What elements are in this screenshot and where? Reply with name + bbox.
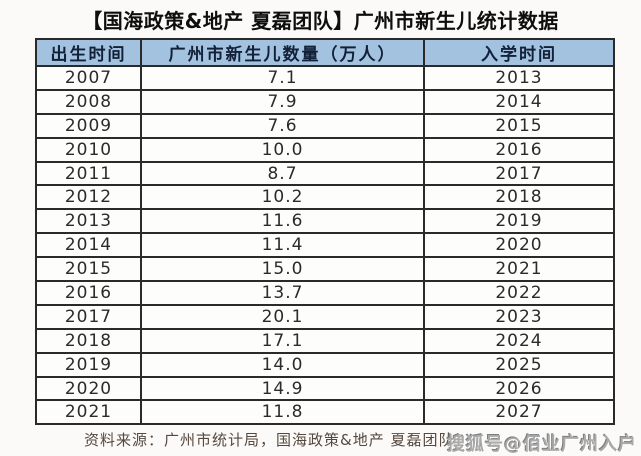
- data-source-note: 资料来源：广州市统计局，国海政策&地产 夏磊团队: [84, 431, 455, 449]
- newborn-count-cell: 14.0: [140, 351, 425, 378]
- newborn-count-cell: 7.6: [140, 112, 425, 139]
- enroll-year-cell: 2024: [423, 327, 615, 354]
- newborn-count-cell: 17.1: [140, 327, 425, 354]
- table-row: 2016 13.7 2022: [35, 280, 615, 306]
- table-row: 2011 8.7 2017: [35, 160, 615, 187]
- table-row: 2009 7.6 2015: [35, 112, 615, 139]
- enroll-year-cell: 2017: [423, 160, 615, 187]
- birth-year-cell: 2019: [35, 351, 142, 378]
- enroll-year-cell: 2016: [423, 136, 615, 163]
- table-row: 2008 7.9 2014: [35, 88, 615, 115]
- enroll-year-cell: 2026: [423, 375, 615, 402]
- birth-year-cell: 2021: [35, 399, 142, 426]
- enroll-year-cell: 2022: [423, 280, 615, 306]
- newborn-count-cell: 11.4: [140, 232, 425, 259]
- newborn-count-cell: 8.7: [140, 160, 425, 187]
- table-row: 2007 7.1 2013: [35, 65, 615, 91]
- newborn-count-cell: 7.1: [140, 65, 425, 91]
- birth-year-cell: 2008: [35, 88, 142, 115]
- birth-year-cell: 2013: [35, 208, 142, 235]
- table-row: 2018 17.1 2024: [35, 327, 615, 354]
- table-body: 2007 7.1 2013 2008 7.9 2014 2009 7.6 2015 2010 10.…: [35, 65, 615, 426]
- enroll-year-cell: 2023: [423, 303, 615, 330]
- enroll-year-cell: 2019: [423, 208, 615, 235]
- table-row: 2017 20.1 2023: [35, 303, 615, 330]
- table-row: 2014 11.4 2020: [35, 232, 615, 259]
- birth-year-cell: 2016: [35, 280, 142, 306]
- table-row: 2021 11.8 2027: [35, 399, 615, 426]
- birth-year-cell: 2011: [35, 160, 142, 187]
- birth-year-cell: 2017: [35, 303, 142, 330]
- table-header-row: 出生时间 广州市新生儿数量（万人） 入学时间: [35, 38, 615, 67]
- newborn-count-cell: 15.0: [140, 256, 425, 283]
- birth-year-cell: 2014: [35, 232, 142, 259]
- col-header-enroll-year: 入学时间: [423, 38, 615, 67]
- table-title: 【国海政策&地产 夏磊团队】广州市新生儿统计数据: [82, 9, 559, 33]
- birth-year-cell: 2010: [35, 136, 142, 163]
- newborn-count-cell: 14.9: [140, 375, 425, 402]
- newborn-count-cell: 11.6: [140, 208, 425, 235]
- enroll-year-cell: 2020: [423, 232, 615, 259]
- newborn-count-cell: 13.7: [140, 280, 425, 306]
- col-header-newborn-count: 广州市新生儿数量（万人）: [140, 38, 425, 67]
- enroll-year-cell: 2013: [423, 65, 615, 91]
- birth-year-cell: 2007: [35, 65, 142, 91]
- enroll-year-cell: 2018: [423, 184, 615, 211]
- table-row: 2020 14.9 2026: [35, 375, 615, 402]
- table-row: 2010 10.0 2016: [35, 136, 615, 163]
- newborn-stats-table: 出生时间 广州市新生儿数量（万人） 入学时间 2007 7.1 2013 2008 7.…: [35, 38, 615, 426]
- watermark-sohu: 搜狐号@佰业广州入户: [447, 434, 637, 455]
- newborn-count-cell: 11.8: [140, 399, 425, 426]
- birth-year-cell: 2009: [35, 112, 142, 139]
- col-header-birth-year: 出生时间: [35, 38, 142, 67]
- table-row: 2015 15.0 2021: [35, 256, 615, 283]
- table-row: 2012 10.2 2018: [35, 184, 615, 211]
- table-row: 2019 14.0 2025: [35, 351, 615, 378]
- birth-year-cell: 2015: [35, 256, 142, 283]
- newborn-count-cell: 20.1: [140, 303, 425, 330]
- enroll-year-cell: 2015: [423, 112, 615, 139]
- enroll-year-cell: 2021: [423, 256, 615, 283]
- table-row: 2013 11.6 2019: [35, 208, 615, 235]
- enroll-year-cell: 2014: [423, 88, 615, 115]
- newborn-count-cell: 7.9: [140, 88, 425, 115]
- newborn-count-cell: 10.2: [140, 184, 425, 211]
- birth-year-cell: 2012: [35, 184, 142, 211]
- birth-year-cell: 2018: [35, 327, 142, 354]
- birth-year-cell: 2020: [35, 375, 142, 402]
- enroll-year-cell: 2027: [423, 399, 615, 426]
- newborn-count-cell: 10.0: [140, 136, 425, 163]
- enroll-year-cell: 2025: [423, 351, 615, 378]
